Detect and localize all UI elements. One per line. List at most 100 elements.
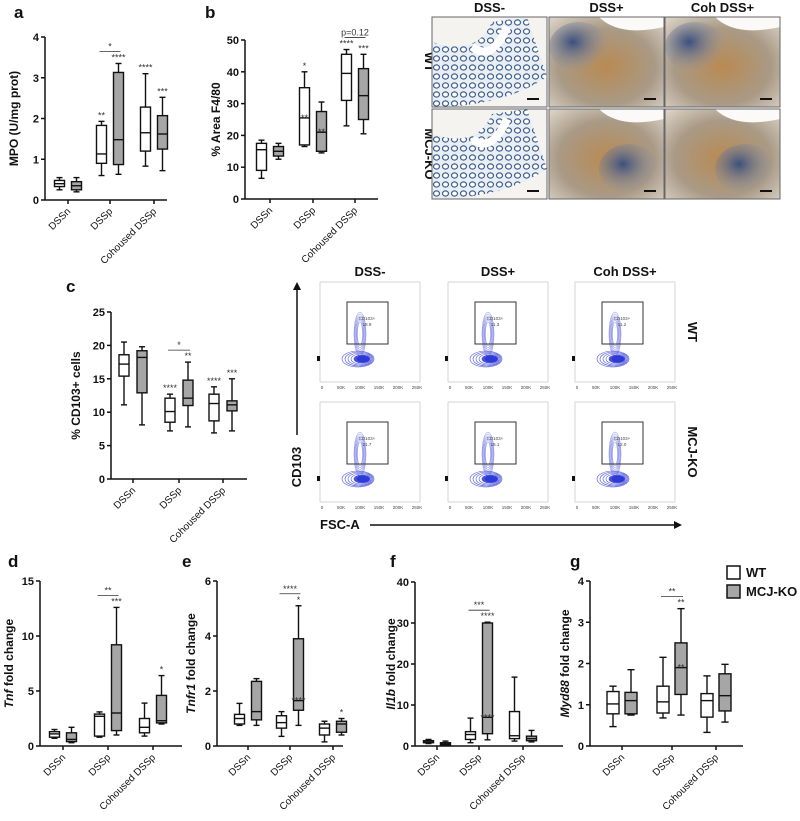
- box-iqr: [226, 400, 238, 412]
- flow-x-tick: 100K: [610, 505, 621, 510]
- flow-x-tick: 100K: [483, 385, 494, 390]
- x-tick-label: DSSp: [87, 752, 114, 779]
- flow-x-tick: 200K: [648, 505, 659, 510]
- box-wt-1: [95, 120, 108, 177]
- significance-marker: **: [677, 663, 685, 673]
- flow-x-tick: 250K: [412, 505, 423, 510]
- flow-x-tick: 50K: [465, 385, 473, 390]
- flow-x-tick: 150K: [629, 385, 640, 390]
- flow-x-tick: 200K: [521, 505, 532, 510]
- box-mcj-ko-0: [624, 668, 638, 716]
- box-iqr: [182, 379, 194, 407]
- box-mcj-ko-0: [70, 176, 83, 193]
- box-iqr: [606, 690, 620, 715]
- box-wt-0: [118, 341, 130, 406]
- box-mcj-ko-1: [112, 62, 125, 176]
- significance-marker: **: [184, 351, 192, 361]
- comparison-label: ****: [283, 584, 298, 594]
- gate-percentage: 18.9: [363, 322, 372, 327]
- gate-label: CD103+: [359, 316, 376, 321]
- flow-x-tick: 200K: [648, 385, 659, 390]
- comparison-label: ***: [474, 600, 485, 610]
- y-axis-label: MPO (U/mg prot): [7, 71, 21, 166]
- y-tick-label: 4: [205, 631, 212, 643]
- x-tick-label: DSSp: [458, 752, 485, 779]
- y-axis-label: Tnf fold change: [2, 619, 16, 709]
- gate-label: CD103+: [614, 436, 631, 441]
- y-tick-label: 15: [93, 374, 105, 386]
- significance-marker: ****: [138, 63, 153, 73]
- box-iqr: [335, 720, 348, 733]
- box-mcj-ko-1: [182, 361, 194, 428]
- cd103-gate: [346, 421, 389, 465]
- box-wt-2: [508, 676, 521, 742]
- box-iqr: [156, 114, 169, 150]
- box-wt-1: [164, 393, 176, 432]
- box-mcj-ko-0: [250, 677, 263, 727]
- box-iqr: [112, 71, 125, 166]
- significance-marker: ****: [480, 611, 495, 621]
- flow-plot: CD103+11.2 0 50K 100K 150K 200K 250K: [572, 281, 677, 390]
- panel-label: f: [390, 552, 396, 571]
- significance-marker: ***: [111, 596, 122, 606]
- y-axis-label-text: fold change: [384, 618, 398, 689]
- y-tick-label: 0: [233, 194, 239, 206]
- flow-x-tick: 100K: [610, 385, 621, 390]
- significance-marker: **: [98, 110, 106, 120]
- box-iqr: [357, 67, 370, 121]
- legend-swatch-wt: [726, 565, 741, 580]
- gate-label: CD103+: [487, 436, 504, 441]
- box-wt-2: [139, 72, 152, 167]
- histology-column-title: Coh DSS+: [691, 0, 755, 15]
- box-iqr: [255, 142, 268, 172]
- significance-marker: ****: [291, 696, 306, 706]
- y-axis-label-text: MPO (U/mg prot): [7, 71, 21, 166]
- flow-x-tick: 150K: [629, 505, 640, 510]
- box-wt-2: [340, 48, 353, 127]
- box-mcj-ko-2: [226, 378, 238, 432]
- y-tick-label: 3: [33, 73, 39, 85]
- x-tick-label: DSSn: [416, 752, 442, 778]
- flow-x-tick: 0: [449, 505, 452, 510]
- x-tick-label: DSSp: [158, 485, 185, 512]
- x-tick-label: DSSp: [89, 206, 116, 233]
- y-tick-label: 50: [227, 35, 239, 47]
- flow-x-tick: 150K: [502, 505, 513, 510]
- y-tick-label: 0: [205, 741, 211, 753]
- x-tick-label: DSSn: [227, 752, 253, 778]
- y-tick-label: 20: [227, 130, 239, 142]
- flow-x-tick: 0: [449, 385, 452, 390]
- comparison-label: *: [177, 340, 181, 350]
- y-tick-label: 0: [33, 195, 39, 207]
- flow-x-tick: 50K: [337, 505, 345, 510]
- box-mcj-ko-0: [65, 726, 78, 744]
- flow-plot: CD103+11.3 0 50K 100K 150K 200K 250K: [445, 281, 550, 390]
- box-mcj-ko-2: [335, 717, 348, 736]
- y-tick-label: 0: [28, 741, 34, 753]
- box-wt-0: [53, 176, 66, 191]
- box-iqr: [315, 110, 328, 153]
- histology-column-title: DSS+: [589, 0, 624, 15]
- x-tick-label: DSSp: [292, 205, 319, 232]
- box-iqr: [718, 673, 732, 712]
- box-wt-1: [464, 717, 477, 744]
- gate-label: CD103+: [487, 316, 504, 321]
- box-iqr: [136, 350, 148, 394]
- flow-x-tick: 250K: [667, 505, 678, 510]
- y-tick-label: 5: [28, 686, 34, 698]
- significance-marker: ***: [227, 368, 238, 378]
- box-wt-0: [606, 685, 620, 728]
- flow-x-tick: 200K: [521, 385, 532, 390]
- box-iqr: [118, 354, 130, 377]
- significance-marker: *: [160, 665, 164, 675]
- y-axis-label-gene: Il1b: [384, 689, 398, 710]
- box-iqr: [93, 713, 106, 737]
- panel-label: b: [205, 3, 215, 22]
- y-axis-label-text: % CD103+ cells: [69, 351, 83, 440]
- panel-label: d: [8, 552, 18, 571]
- y-tick-label: 15: [22, 576, 34, 588]
